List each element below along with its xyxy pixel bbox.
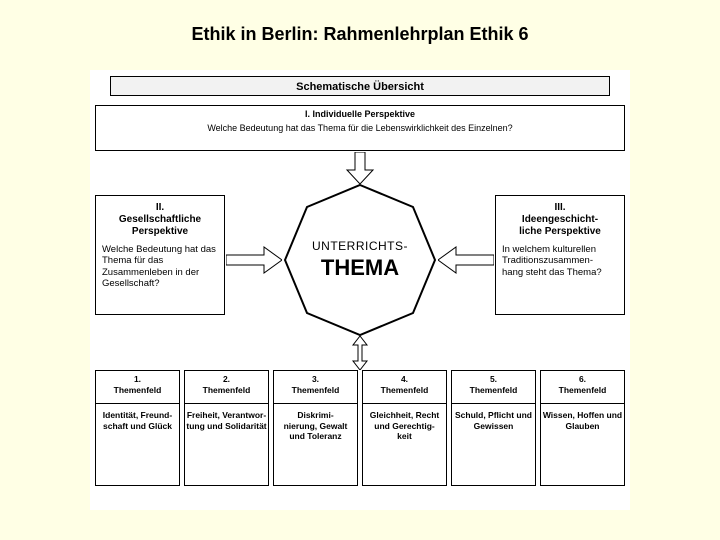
themenfeld-num: 1. (97, 374, 178, 384)
box-left-body: Welche Bedeutung hat das Thema für das Z… (102, 244, 218, 290)
themenfeld-2: 2.Themenfeld Freiheit, Verantwor-tung und… (184, 370, 269, 486)
themenfeld-topic: Identität, Freund-schaft und Glück (97, 410, 178, 431)
themenfeld-5: 5.Themenfeld Schuld, Pflicht und Gewissen (451, 370, 536, 486)
themenfeld-topic: Gleichheit, Recht und Gerechtig-keit (364, 410, 445, 442)
box-left-header: II.Gesellschaftliche Perspektive (102, 202, 218, 238)
box-top-header: I. Individuelle Perspektive (98, 109, 622, 120)
themenfeld-label: Themenfeld (364, 385, 445, 395)
themenfeld-label: Themenfeld (186, 385, 267, 395)
themenfeld-topic: Schuld, Pflicht und Gewissen (453, 410, 534, 431)
themenfeld-label: Themenfeld (97, 385, 178, 395)
themenfeld-divider (452, 403, 535, 404)
themenfeld-num: 5. (453, 374, 534, 384)
diagram-canvas: Schematische Übersicht I. Individuelle P… (90, 70, 630, 510)
box-individuelle-perspektive: I. Individuelle Perspektive Welche Bedeu… (95, 105, 625, 151)
box-right-body: In welchem kulturellen Traditionszusamme… (502, 244, 618, 278)
themenfeld-topic: Diskrimi-nierung, Gewalt und Toleranz (275, 410, 356, 442)
page-title: Ethik in Berlin: Rahmenlehrplan Ethik 6 (0, 0, 720, 57)
themenfeld-divider (96, 403, 179, 404)
octagon-line1: UNTERRICHTS- (312, 239, 408, 253)
box-right-header: III.Ideengeschicht-liche Perspektive (502, 202, 618, 238)
themenfeld-topic: Freiheit, Verantwor-tung und Solidarität (186, 410, 267, 431)
themenfelder-row: 1.ThemenfeldIdentität, Freund-schaft und… (95, 370, 625, 486)
themenfeld-num: 2. (186, 374, 267, 384)
octagon-line2: THEMA (321, 255, 399, 281)
themenfeld-topic: Wissen, Hoffen und Glauben (542, 410, 623, 431)
themenfeld-label: Themenfeld (275, 385, 356, 395)
themenfeld-4: 4.Themenfeld Gleichheit, Recht und Gerech… (362, 370, 447, 486)
arrow-left-icon (438, 245, 494, 275)
themenfeld-divider (274, 403, 357, 404)
themenfeld-divider (541, 403, 624, 404)
themenfeld-divider (185, 403, 268, 404)
box-gesellschaftliche-perspektive: II.Gesellschaftliche Perspektive Welche … (95, 195, 225, 315)
schematic-header: Schematische Übersicht (110, 76, 610, 96)
arrow-double-vertical-icon (350, 336, 370, 370)
themenfeld-num: 6. (542, 374, 623, 384)
arrow-right-icon (226, 245, 282, 275)
themenfeld-num: 3. (275, 374, 356, 384)
themenfeld-num: 4. (364, 374, 445, 384)
themenfeld-label: Themenfeld (453, 385, 534, 395)
themenfeld-6: 6.Themenfeld Wissen, Hoffen und Glauben (540, 370, 625, 486)
themenfeld-label: Themenfeld (542, 385, 623, 395)
octagon-unterrichtsthema: UNTERRICHTS- THEMA (283, 183, 437, 337)
box-ideengeschichtliche-perspektive: III.Ideengeschicht-liche Perspektive In … (495, 195, 625, 315)
themenfeld-3: 3.Themenfeld Diskrimi-nierung, Gewalt und… (273, 370, 358, 486)
box-top-body: Welche Bedeutung hat das Thema für die L… (98, 123, 622, 134)
themenfeld-divider (363, 403, 446, 404)
themenfeld-1: 1.Themenfeld Identität, Freund-schaft und… (95, 370, 180, 486)
arrow-down-icon (345, 152, 375, 184)
